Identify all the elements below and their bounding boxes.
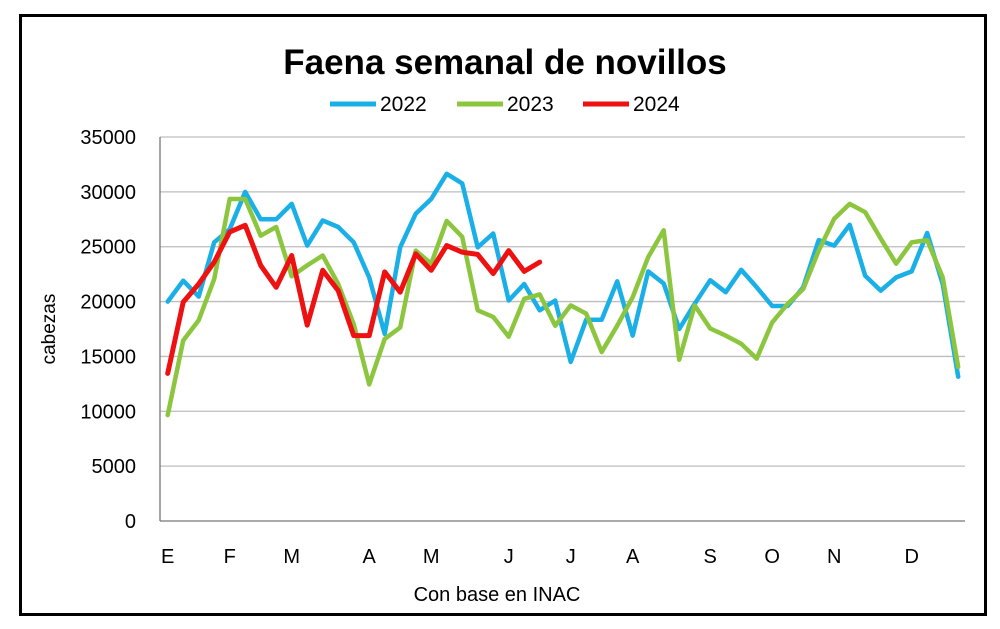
legend-label-2022: 2022 [380,93,427,116]
legend-label-2024: 2024 [633,93,680,116]
x-tick-label: M [283,546,300,568]
y-tick-label: 10000 [80,401,136,423]
y-tick-label: 25000 [80,237,136,259]
y-tick-label: 20000 [80,292,136,314]
x-tick-label: M [423,546,440,568]
y-tick-label: 30000 [80,182,136,204]
x-tick-label: O [764,546,780,568]
y-axis-label: cabezas [39,294,60,365]
x-tick-label: F [224,546,236,568]
x-tick-label: J [566,546,576,568]
y-tick-labels: 0 5000 10000 15000 20000 25000 30000 35000 [80,127,136,533]
y-tick-label: 35000 [80,127,136,149]
y-tick-label: 0 [125,511,136,533]
chart-title: Faena semanal de novillos [283,43,727,82]
x-tick-label: D [904,546,918,568]
y-tick-label: 15000 [80,346,136,368]
x-tick-label: N [827,546,841,568]
x-tick-label: A [626,546,640,568]
x-tick-label: S [704,546,717,568]
series-lines [165,171,961,418]
x-tick-label: E [161,546,174,568]
x-tick-label: J [504,546,514,568]
x-tick-label: A [363,546,377,568]
legend-label-2023: 2023 [507,93,554,116]
legend: 2022 2023 2024 [330,93,680,116]
series-line-2022 [165,171,961,379]
y-tick-label: 5000 [92,456,137,478]
chart-frame [19,14,987,616]
x-axis-label: Con base en INAC [414,584,581,606]
series-line-2023 [165,196,961,418]
